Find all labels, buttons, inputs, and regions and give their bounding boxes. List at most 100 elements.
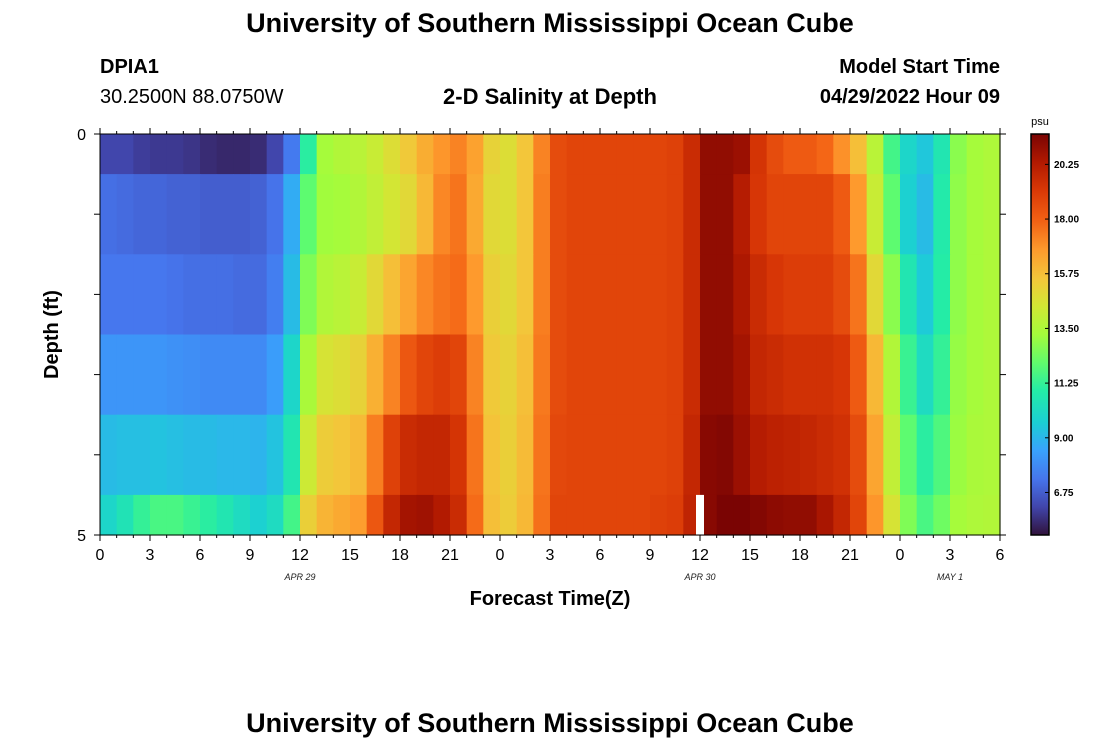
heat-cell (416, 334, 434, 416)
heat-cell (583, 134, 601, 175)
colorbar-unit: psu (1031, 116, 1049, 128)
heat-cell (600, 494, 618, 536)
heat-cell (683, 334, 701, 416)
heat-cell (900, 494, 918, 536)
heat-cell (250, 134, 268, 175)
x-tick-label: 21 (841, 547, 859, 564)
heat-cell (550, 414, 568, 496)
x-tick-label: 6 (596, 547, 605, 564)
heat-cell (966, 134, 984, 175)
heat-cell (250, 494, 268, 536)
heat-cell (750, 254, 768, 336)
heat-cell (766, 414, 784, 496)
heat-cell (383, 414, 401, 496)
heat-cell (233, 334, 251, 416)
heat-cell (250, 414, 268, 496)
heat-cell (200, 174, 218, 255)
heat-cell (283, 134, 301, 175)
heat-cell (833, 174, 851, 255)
heat-cell (333, 254, 351, 336)
heat-cell (783, 134, 801, 175)
model-start-time: 04/29/2022 Hour 09 (819, 86, 1000, 108)
heat-cell (166, 254, 184, 336)
heat-cell (450, 334, 468, 416)
heat-cell (416, 134, 434, 175)
heat-cell (950, 134, 968, 175)
x-tick-label: 3 (946, 547, 955, 564)
heat-cell (500, 174, 518, 255)
heat-cell (133, 334, 151, 416)
heat-cell (466, 134, 484, 175)
heat-cell (800, 494, 818, 536)
heat-cell (133, 134, 151, 175)
heat-cell (933, 174, 951, 255)
heat-cell (516, 334, 534, 416)
heat-cell (133, 494, 151, 536)
x-tick-label: 3 (546, 547, 555, 564)
heat-cell (616, 494, 634, 536)
heat-cell (183, 174, 201, 255)
heat-cell (933, 494, 951, 536)
heat-cell (783, 494, 801, 536)
heat-cell (733, 414, 751, 496)
station-coords: 30.2500N 88.0750W (100, 86, 284, 108)
heat-cell (966, 334, 984, 416)
heat-cell (600, 174, 618, 255)
heat-cell (733, 174, 751, 255)
heat-cell (683, 254, 701, 336)
heat-cell (350, 174, 368, 255)
heat-cell (316, 134, 334, 175)
heat-cell (166, 174, 184, 255)
heat-cell (483, 174, 501, 255)
heat-cell (716, 414, 734, 496)
heat-cell (750, 334, 768, 416)
heat-cell (300, 334, 318, 416)
heat-cell (366, 334, 384, 416)
heat-cell (316, 174, 334, 255)
heat-cell (383, 494, 401, 536)
heat-cell (466, 494, 484, 536)
heat-cell (150, 334, 168, 416)
date-label: APR 30 (683, 572, 715, 582)
heat-cell (150, 134, 168, 175)
heat-cell (200, 334, 218, 416)
heat-cell (650, 414, 668, 496)
heat-cell (233, 174, 251, 255)
heat-cell (300, 174, 318, 255)
heat-cell (700, 254, 718, 336)
heat-cell (650, 254, 668, 336)
heat-cell (416, 174, 434, 255)
heat-cell (583, 414, 601, 496)
heat-cell (466, 174, 484, 255)
heat-cell (950, 174, 968, 255)
heat-cell (433, 134, 451, 175)
heat-cell (483, 414, 501, 496)
heat-cell (883, 494, 901, 536)
heat-cell (650, 174, 668, 255)
heat-cell (433, 174, 451, 255)
heat-cell (666, 134, 684, 175)
heat-cell (750, 494, 768, 536)
x-tick-label: 12 (291, 547, 309, 564)
heat-cell (183, 254, 201, 336)
heat-cell (216, 414, 234, 496)
heat-cell (950, 334, 968, 416)
heat-cell (183, 414, 201, 496)
heat-cell (333, 134, 351, 175)
heat-cell (983, 134, 1001, 175)
heat-cell (916, 494, 934, 536)
heat-cell (733, 254, 751, 336)
heat-cell (800, 414, 818, 496)
heat-cell (283, 174, 301, 255)
heat-cell (616, 174, 634, 255)
model-start-label: Model Start Time (839, 56, 1000, 78)
heat-cell (400, 334, 418, 416)
heat-cell (650, 134, 668, 175)
heat-cell (666, 334, 684, 416)
heat-cell (666, 414, 684, 496)
heat-cell (450, 254, 468, 336)
x-tick-label: 21 (441, 547, 459, 564)
heat-cell (233, 134, 251, 175)
heat-cell (883, 334, 901, 416)
